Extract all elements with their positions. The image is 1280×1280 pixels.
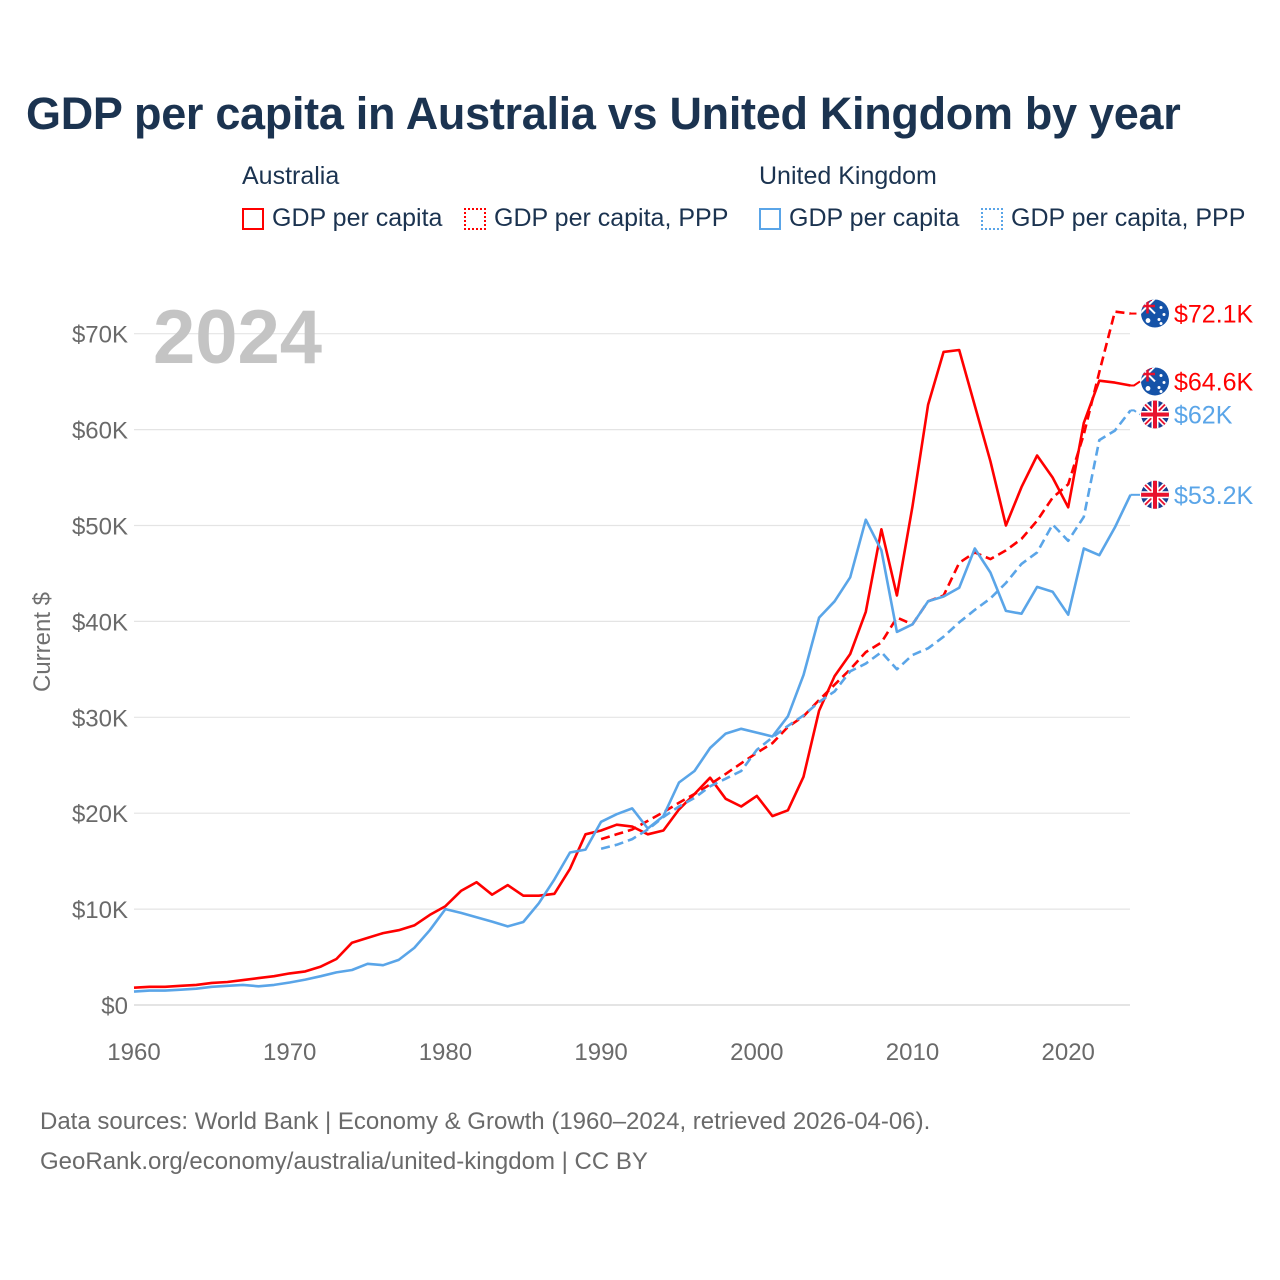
y-tick-label: $30K <box>72 705 128 732</box>
legend-item-uk-ppp[interactable]: GDP per capita, PPP <box>981 204 1245 233</box>
uk-flag-icon <box>1141 400 1169 429</box>
footer-link[interactable]: GeoRank.org/economy/australia/united-kin… <box>40 1148 648 1175</box>
flag-clip <box>1141 480 1169 509</box>
flag-star <box>1145 318 1151 323</box>
y-tick-label: $70K <box>72 322 128 349</box>
legend-item-au-ppp[interactable]: GDP per capita, PPP <box>464 204 728 233</box>
y-axis-label: Current $ <box>29 592 56 692</box>
x-tick-label: 2000 <box>730 1039 783 1066</box>
y-tick-label: $20K <box>72 801 128 828</box>
flag-star <box>1162 313 1166 317</box>
flag-clip <box>1141 400 1169 429</box>
legend-label: GDP per capita <box>272 204 443 232</box>
legend-label: GDP per capita, PPP <box>494 204 729 232</box>
dotted-swatch-icon <box>464 207 486 230</box>
solid-swatch-icon <box>242 207 264 230</box>
legend-group-australia: Australia <box>242 162 340 190</box>
end-labels: $72.1K $64.6K $62K $53.2K <box>1130 299 1254 510</box>
x-ticks: 1960 1970 1980 1990 2000 2010 2020 <box>107 1039 1095 1066</box>
x-tick-label: 1960 <box>107 1039 160 1066</box>
year-watermark: 2024 <box>153 295 322 380</box>
flag-star <box>1159 373 1163 377</box>
dotted-swatch-icon <box>981 207 1003 230</box>
end-value-label: $72.1K <box>1174 301 1254 329</box>
flag-star <box>1145 386 1151 391</box>
series-line <box>600 409 1132 850</box>
x-tick-label: 1970 <box>263 1039 316 1066</box>
y-tick-label: $10K <box>72 897 128 924</box>
y-tick-label: $60K <box>72 418 128 445</box>
end-value-label: $53.2K <box>1174 482 1254 510</box>
gridlines <box>134 333 1130 1006</box>
label-connector <box>1130 409 1141 416</box>
flag-clip <box>1141 367 1169 396</box>
end-value-label: $62K <box>1174 401 1233 429</box>
legend-item-au-gdp[interactable]: GDP per capita <box>242 204 442 233</box>
legend-group-uk: United Kingdom <box>759 162 937 190</box>
legend-item-uk-gdp[interactable]: GDP per capita <box>759 204 959 233</box>
flag-star <box>1162 380 1166 384</box>
end-value-label: $64.6K <box>1174 368 1254 396</box>
x-tick-label: 2010 <box>886 1039 939 1066</box>
flag-clip <box>1141 299 1169 328</box>
series-lines <box>133 310 1132 993</box>
footer-sources: Data sources: World Bank | Economy & Gro… <box>40 1108 931 1135</box>
flag-cross-red <box>1141 400 1169 429</box>
flag-star <box>1159 389 1163 393</box>
y-tick-label: $50K <box>72 514 128 541</box>
y-tick-label: $0 <box>101 993 128 1020</box>
flag-cross-red <box>1141 480 1169 509</box>
legend-label: GDP per capita, PPP <box>1011 204 1246 232</box>
x-tick-label: 1980 <box>419 1039 472 1066</box>
x-tick-label: 1990 <box>574 1039 627 1066</box>
flag-star <box>1159 322 1163 326</box>
chart-title: GDP per capita in Australia vs United Ki… <box>26 88 1181 139</box>
series-line <box>133 348 1131 989</box>
au-flag-icon <box>1141 299 1169 328</box>
series-line <box>600 310 1131 841</box>
au-flag-icon <box>1141 367 1169 396</box>
flag-star <box>1159 306 1163 310</box>
x-tick-label: 2020 <box>1042 1039 1095 1066</box>
series-line <box>133 494 1132 993</box>
y-ticks: $0 $10K $20K $30K $40K $50K $60K $70K <box>72 322 128 1020</box>
flag-star <box>1157 385 1161 389</box>
solid-swatch-icon <box>759 207 781 230</box>
label-connector <box>1130 380 1141 387</box>
legend-label: GDP per capita <box>789 204 960 232</box>
uk-flag-icon <box>1141 480 1169 509</box>
y-tick-label: $40K <box>72 609 128 636</box>
flag-star <box>1157 318 1161 322</box>
